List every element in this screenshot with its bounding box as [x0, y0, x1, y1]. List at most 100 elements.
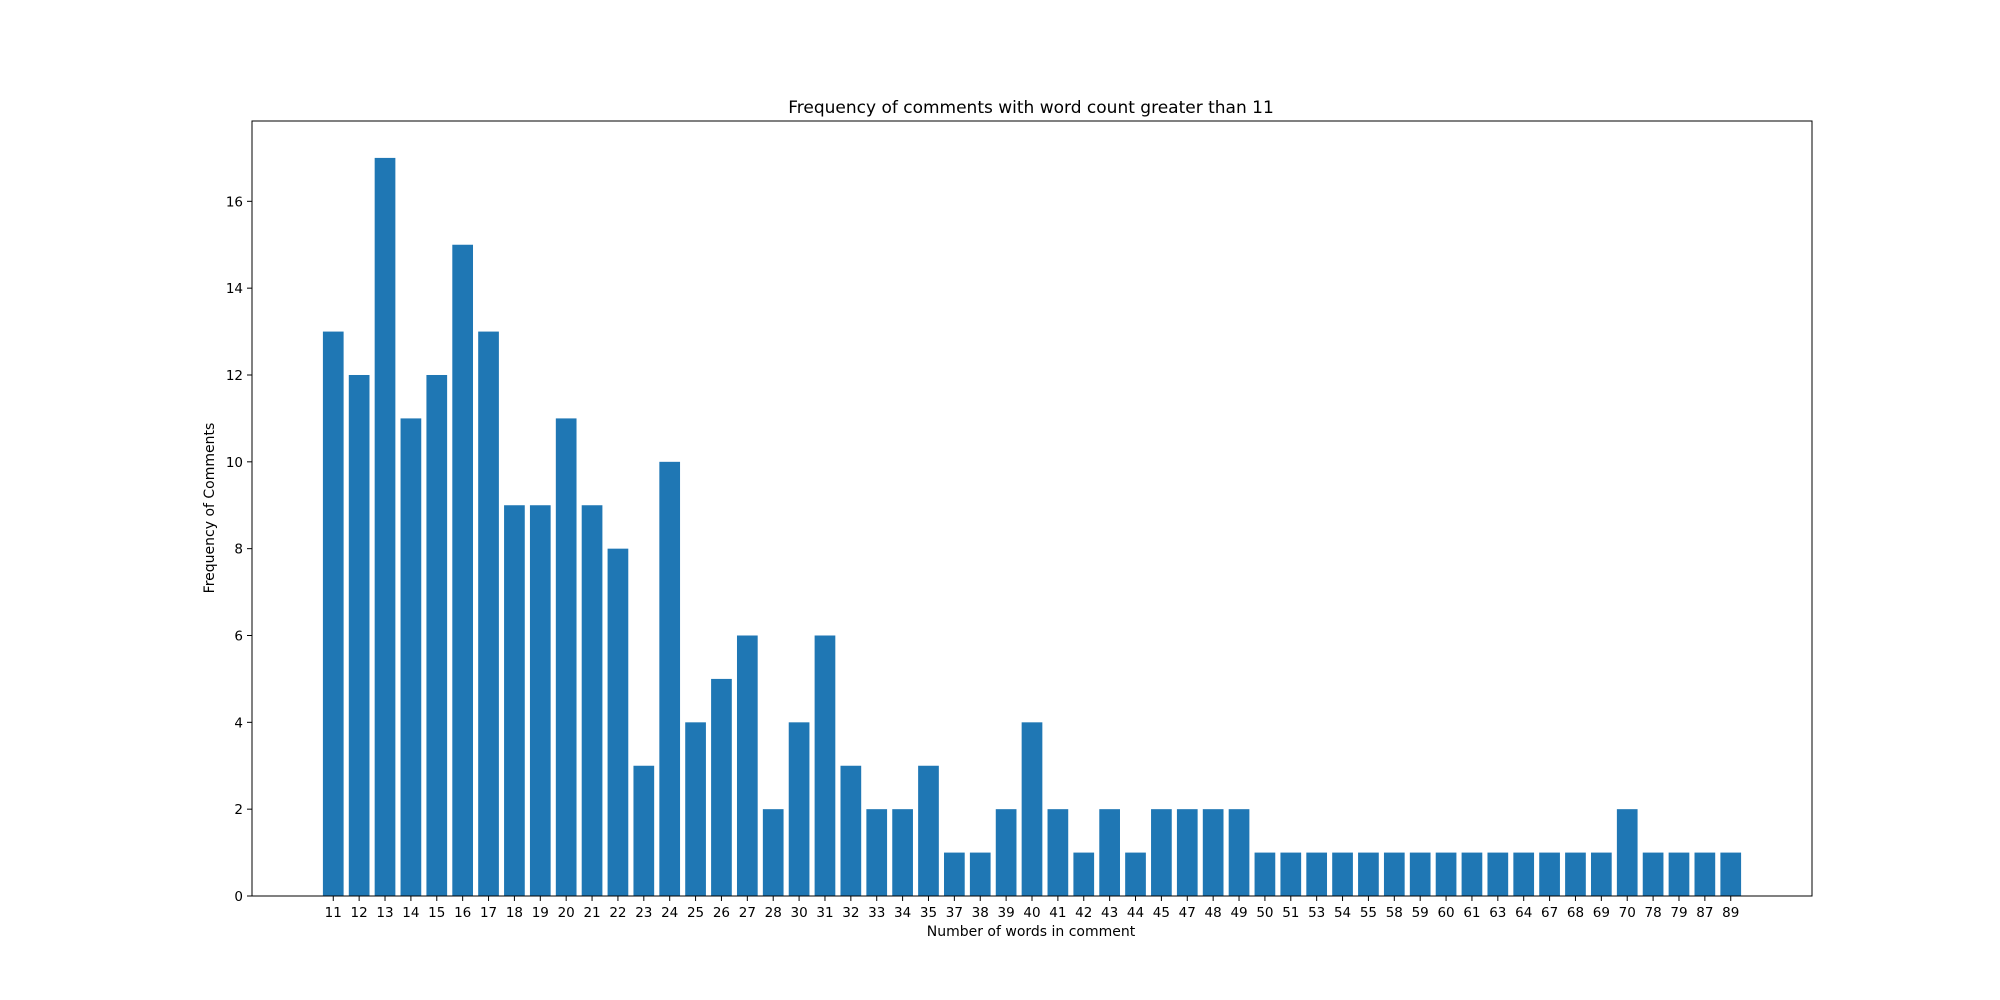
- bar-89: [1720, 852, 1742, 896]
- x-tick-label-41: 41: [1049, 905, 1066, 921]
- bar-79: [1668, 852, 1690, 896]
- y-axis-label: Frequency of Comments: [202, 423, 218, 594]
- bar-38: [969, 852, 991, 896]
- bar-28: [762, 809, 784, 896]
- y-tick-label-6: 6: [234, 628, 243, 644]
- y-tick-label-10: 10: [226, 455, 243, 471]
- bar-55: [1358, 852, 1379, 896]
- bar-19: [529, 505, 551, 896]
- y-tick-label-16: 16: [226, 194, 243, 210]
- bar-27: [736, 635, 758, 896]
- bar-70: [1616, 809, 1638, 896]
- x-tick-label-61: 61: [1463, 905, 1480, 921]
- x-tick-label-48: 48: [1205, 905, 1222, 921]
- bar-43: [1099, 809, 1120, 896]
- x-tick-label-55: 55: [1360, 905, 1377, 921]
- y-axis-ticks: 0 2 4 6 8 10 12 14 16: [226, 194, 252, 905]
- bar-68: [1565, 852, 1586, 896]
- x-tick-label-79: 79: [1670, 905, 1687, 921]
- x-axis-label: Number of words in comment: [927, 924, 1136, 940]
- bar-47: [1176, 809, 1198, 896]
- bar-13: [374, 157, 396, 896]
- x-tick-label-58: 58: [1386, 905, 1403, 921]
- x-tick-label-54: 54: [1334, 905, 1351, 921]
- bar-24: [659, 461, 681, 896]
- bar-15: [426, 374, 448, 897]
- x-tick-label-19: 19: [532, 905, 549, 921]
- x-tick-label-35: 35: [920, 905, 937, 921]
- x-tick-label-20: 20: [558, 905, 575, 921]
- x-tick-label-49: 49: [1230, 905, 1247, 921]
- bar-60: [1435, 852, 1457, 896]
- y-tick-label-2: 2: [234, 802, 243, 818]
- x-tick-label-63: 63: [1489, 905, 1506, 921]
- x-tick-label-31: 31: [816, 905, 833, 921]
- y-tick-label-0: 0: [234, 889, 243, 905]
- x-tick-label-40: 40: [1023, 905, 1040, 921]
- bar-18: [504, 505, 525, 896]
- x-axis-ticks: 11 12 13 14 15 16 17 18 19 20 21 22 23 24 25 26 27 28 30 31…: [325, 896, 1739, 921]
- y-tick-label-12: 12: [226, 368, 243, 384]
- x-tick-label-23: 23: [635, 905, 652, 921]
- bar-78: [1642, 852, 1664, 896]
- x-tick-label-21: 21: [583, 905, 600, 921]
- bar-32: [840, 765, 862, 896]
- bar-33: [866, 809, 888, 896]
- bar-41: [1047, 809, 1069, 896]
- x-tick-label-15: 15: [428, 905, 445, 921]
- x-tick-label-51: 51: [1282, 905, 1299, 921]
- bar-22: [607, 548, 629, 896]
- bar-50: [1254, 852, 1276, 896]
- x-tick-label-60: 60: [1437, 905, 1454, 921]
- x-tick-label-67: 67: [1541, 905, 1558, 921]
- x-tick-label-32: 32: [842, 905, 859, 921]
- x-tick-label-25: 25: [687, 905, 704, 921]
- x-tick-label-64: 64: [1515, 905, 1532, 921]
- x-tick-label-87: 87: [1696, 905, 1713, 921]
- x-tick-label-16: 16: [454, 905, 471, 921]
- bar-48: [1202, 809, 1224, 896]
- y-tick-label-8: 8: [234, 542, 243, 558]
- bar-34: [892, 809, 913, 896]
- x-tick-label-38: 38: [972, 905, 989, 921]
- bar-87: [1694, 852, 1716, 896]
- bar-26: [711, 678, 732, 896]
- x-tick-label-47: 47: [1179, 905, 1196, 921]
- bar-49: [1228, 809, 1250, 896]
- y-tick-label-4: 4: [234, 715, 243, 731]
- bar-42: [1073, 852, 1095, 896]
- x-tick-label-44: 44: [1127, 905, 1144, 921]
- bar-35: [918, 765, 939, 896]
- bar-37: [944, 852, 965, 896]
- bar-53: [1306, 852, 1328, 896]
- bars: [322, 157, 1742, 897]
- y-tick-label-14: 14: [226, 281, 243, 297]
- x-tick-label-22: 22: [609, 905, 626, 921]
- x-tick-label-39: 39: [998, 905, 1015, 921]
- x-tick-label-89: 89: [1722, 905, 1739, 921]
- x-tick-label-50: 50: [1256, 905, 1273, 921]
- bar-12: [348, 374, 370, 897]
- bar-25: [685, 722, 706, 896]
- x-tick-label-26: 26: [713, 905, 730, 921]
- bar-59: [1409, 852, 1431, 896]
- bar-44: [1125, 852, 1146, 896]
- bar-63: [1487, 852, 1509, 896]
- x-tick-label-14: 14: [402, 905, 419, 921]
- bar-14: [400, 418, 422, 896]
- x-tick-label-42: 42: [1075, 905, 1092, 921]
- bar-45: [1151, 809, 1172, 896]
- plot-frame: [251, 120, 1813, 897]
- bar-17: [478, 331, 499, 896]
- bar-40: [1021, 722, 1043, 896]
- x-tick-label-17: 17: [480, 905, 497, 921]
- x-tick-label-18: 18: [506, 905, 523, 921]
- bar-20: [555, 418, 577, 896]
- x-tick-label-53: 53: [1308, 905, 1325, 921]
- bar-23: [633, 765, 655, 896]
- bar-30: [788, 722, 810, 896]
- x-tick-label-78: 78: [1645, 905, 1662, 921]
- x-tick-label-70: 70: [1619, 905, 1636, 921]
- x-tick-label-13: 13: [376, 905, 393, 921]
